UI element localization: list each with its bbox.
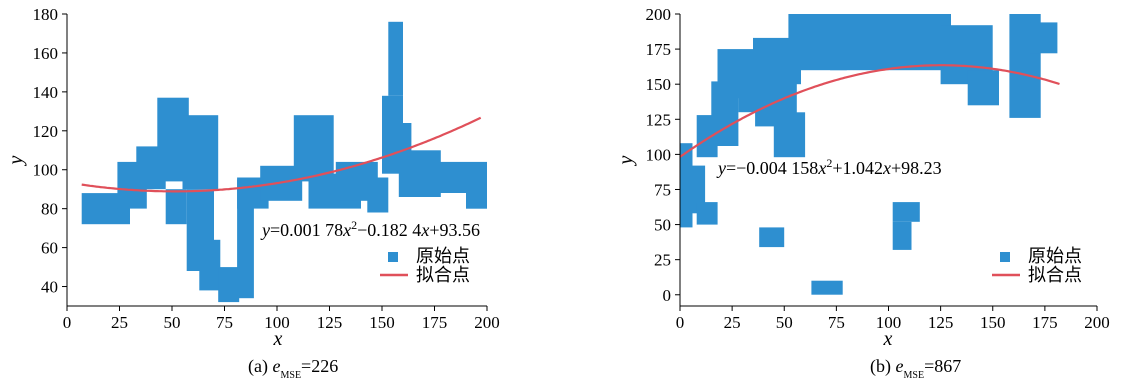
x-tick-label: 75	[828, 313, 845, 332]
y-tick-label: 180	[33, 5, 59, 24]
caption-e: e	[272, 356, 280, 376]
data-point-cluster	[199, 239, 221, 291]
data-point-cluster	[892, 202, 920, 222]
y-tick-label: 0	[663, 286, 672, 305]
caption-prefix: (b)	[870, 356, 896, 377]
x-tick-label: 200	[1084, 313, 1110, 332]
y-tick-label: 150	[646, 75, 672, 94]
data-point-cluster	[773, 112, 806, 158]
data-point-cluster	[830, 14, 951, 71]
y-tick-label: 40	[41, 278, 58, 297]
equation-part1: =−0.004 158	[726, 158, 818, 178]
y-tick-label: 140	[33, 83, 59, 102]
data-point-cluster	[686, 165, 706, 214]
equation-sup: 2	[351, 218, 357, 232]
data-points-group	[81, 21, 487, 303]
y-tick-label: 160	[33, 44, 59, 63]
data-point-cluster	[182, 115, 219, 190]
data-point-cluster	[388, 21, 403, 96]
data-point-cluster	[237, 179, 254, 299]
panel-caption: (a) eMSE=226	[248, 356, 338, 381]
data-point-cluster	[293, 115, 334, 182]
chart-panel-b: 0 25 50 75 100 125 150 175 200 0 25 50 75 100 125 150 17…	[615, 5, 1110, 381]
equation-part3: +98.23	[891, 158, 942, 178]
caption-e: e	[896, 356, 904, 376]
y-axis-label: y	[615, 155, 637, 166]
legend-swatch-points	[1000, 252, 1010, 262]
panel-caption: (b) eMSE=867	[870, 356, 961, 381]
x-tick-label: 100	[876, 313, 902, 332]
y-tick-label: 75	[654, 180, 671, 199]
legend-label-fit: 拟合点	[416, 265, 470, 286]
x-tick-label: 125	[928, 313, 954, 332]
x-tick-label: 0	[676, 313, 685, 332]
x-tick-label: 175	[422, 313, 448, 332]
equation-x2: x	[420, 220, 429, 240]
x-tick-label: 175	[1032, 313, 1058, 332]
x-tick-label: 50	[776, 313, 793, 332]
data-point-cluster	[218, 267, 240, 303]
x-axis-label: x	[883, 328, 893, 350]
data-point-cluster	[759, 227, 785, 248]
x-tick-label: 150	[980, 313, 1006, 332]
y-tick-label: 200	[646, 5, 672, 24]
legend-label-points: 原始点	[1028, 246, 1082, 267]
equation-y: y	[260, 220, 270, 240]
equation-part1: =0.001 78	[270, 220, 343, 240]
x-tick-label: 25	[724, 313, 741, 332]
x-tick-label: 100	[264, 313, 290, 332]
y-axis-label: y	[5, 155, 27, 166]
caption-value: =226	[301, 356, 338, 376]
x-tick-label: 25	[111, 313, 128, 332]
x-tick-label: 125	[317, 313, 343, 332]
equation-part2: −0.182 4	[357, 220, 421, 240]
equation-sup: 2	[826, 156, 832, 170]
equation-part3: +93.56	[429, 220, 480, 240]
data-point-cluster	[967, 70, 999, 106]
equation-x1: x	[342, 220, 351, 240]
x-tick-label: 150	[369, 313, 395, 332]
legend-label-fit: 拟合点	[1028, 265, 1082, 286]
fit-curve	[81, 116, 482, 193]
fit-curve	[679, 64, 1060, 158]
data-point-cluster	[367, 177, 389, 213]
y-tick-label: 120	[33, 122, 59, 141]
fit-equation: y=0.001 78x2−0.182 4x+93.56	[260, 218, 480, 240]
x-axis-label: x	[273, 328, 283, 350]
y-tick-label: 80	[41, 200, 58, 219]
equation-part2: +1.042	[832, 158, 883, 178]
x-tick-label: 75	[216, 313, 233, 332]
data-point-cluster	[165, 189, 187, 225]
y-tick-label: 175	[646, 40, 672, 59]
caption-prefix: (a)	[248, 356, 272, 377]
caption-subscript: MSE	[280, 370, 301, 381]
y-tick-label: 100	[646, 145, 672, 164]
y-tick-label: 60	[41, 239, 58, 258]
y-tick-label: 50	[654, 216, 671, 235]
data-point-cluster	[811, 280, 843, 295]
data-point-cluster	[1030, 22, 1058, 54]
x-tick-label: 200	[474, 313, 500, 332]
data-point-cluster	[466, 179, 487, 209]
caption-value: =867	[924, 356, 961, 376]
chart-panel-a: 0 25 50 75 100 125 150 175 200 40 60 80 100 120 140 160…	[5, 5, 500, 381]
y-tick-label: 100	[33, 161, 59, 180]
legend-swatch-points	[388, 252, 398, 262]
legend-label-points: 原始点	[416, 246, 470, 267]
x-tick-label: 50	[164, 313, 181, 332]
fit-equation: y=−0.004 158x2+1.042x+98.23	[716, 156, 942, 178]
x-tick-label: 0	[63, 313, 72, 332]
data-point-cluster	[696, 202, 718, 225]
y-tick-label: 25	[654, 251, 671, 270]
equation-y: y	[716, 158, 726, 178]
y-tick-label: 125	[646, 110, 672, 129]
equation-x2: x	[882, 158, 891, 178]
data-points-group	[680, 14, 1058, 295]
equation-x1: x	[817, 158, 826, 178]
caption-subscript: MSE	[904, 370, 925, 381]
data-point-cluster	[892, 221, 912, 250]
